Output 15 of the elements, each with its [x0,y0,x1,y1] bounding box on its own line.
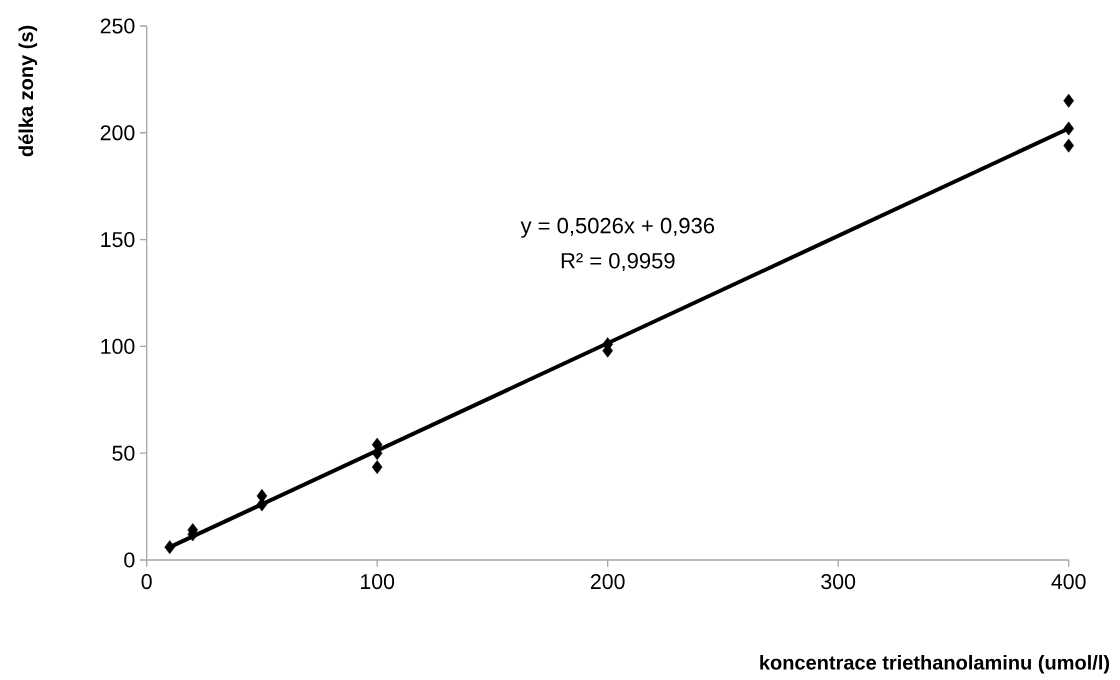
annotation: R² = 0,9959 [561,252,675,272]
y-tick-label: 200 [100,125,135,141]
x-tick-label: 200 [590,574,625,590]
y-tick-label: 150 [101,232,135,248]
y-axis-title: délka zony (s) [18,25,38,157]
y-tick-label: 50 [112,445,135,461]
x-axis-title: koncentrace triethanolaminu (umol/l) [760,654,1110,674]
y-tick-label: 250 [100,18,135,34]
x-tick-label: 300 [821,574,856,590]
annotation: y = 0,5026x + 0,936 [520,217,715,238]
x-tick-label: 400 [1051,574,1086,590]
y-tick-label: 100 [101,338,135,354]
x-tick-label: 0 [141,574,152,590]
y-tick-label: 0 [124,552,135,568]
x-tick-label: 100 [361,574,395,590]
